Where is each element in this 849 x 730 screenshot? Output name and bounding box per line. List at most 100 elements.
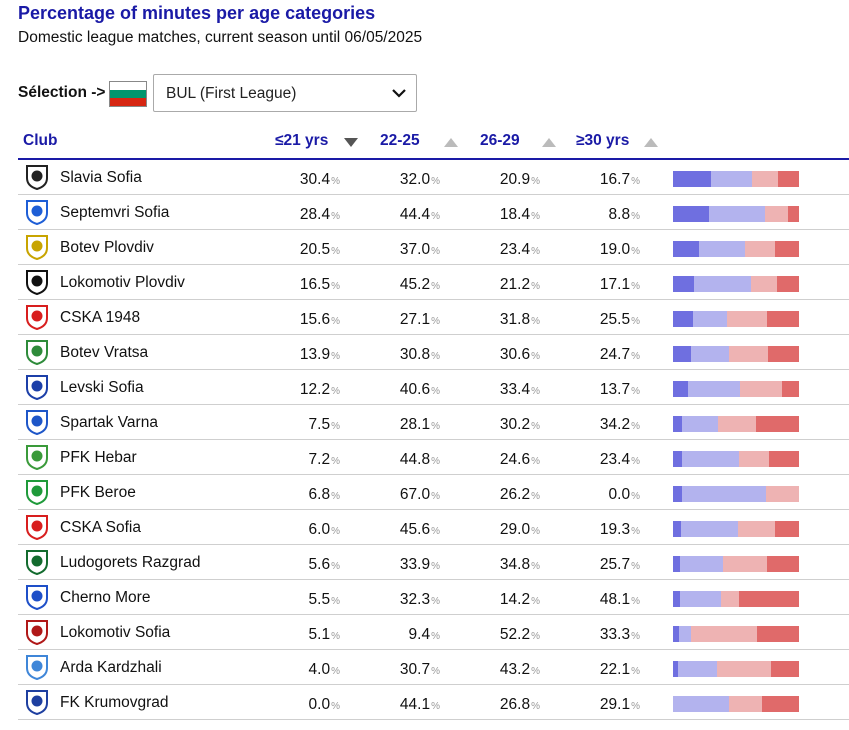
club-name-link[interactable]: Botev Vratsa [60, 344, 149, 361]
column-header-22-25[interactable]: 22-25 [380, 132, 420, 149]
bar-segment-u21 [673, 311, 693, 327]
table-row[interactable]: Slavia Sofia 30.4% 32.0% 20.9% 16.7% [18, 160, 849, 195]
club-name-link[interactable]: FK Krumovgrad [60, 694, 169, 711]
value-text: 0.0 [308, 696, 331, 713]
value-cell-o30: 8.8% [568, 206, 640, 224]
table-row[interactable]: Spartak Varna 7.5% 28.1% 30.2% 34.2% [18, 405, 849, 440]
value-cell-o30: 17.1% [568, 276, 640, 294]
sort-ascending-icon[interactable] [444, 138, 458, 147]
value-text: 24.6 [499, 451, 531, 468]
age-distribution-bar [673, 521, 799, 537]
column-header-u21[interactable]: ≤21 yrs [275, 132, 329, 149]
value-text: 25.5 [599, 311, 631, 328]
percent-sign: % [431, 526, 440, 537]
club-name-link[interactable]: Lokomotiv Plovdiv [60, 274, 185, 291]
percent-sign: % [431, 386, 440, 397]
percent-sign: % [531, 281, 540, 292]
percent-sign: % [331, 246, 340, 257]
bar-segment-26-29 [765, 486, 799, 502]
value-text: 4.0 [308, 661, 331, 678]
club-name-link[interactable]: Lokomotiv Sofia [60, 624, 171, 641]
value-cell-a22_25: 27.1% [368, 311, 440, 329]
value-cell-a22_25: 28.1% [368, 416, 440, 434]
percent-sign: % [331, 456, 340, 467]
percent-sign: % [631, 666, 640, 677]
club-name-link[interactable]: CSKA Sofia [60, 519, 141, 536]
septemvri-crest-icon [26, 200, 48, 225]
value-text: 30.4 [299, 171, 331, 188]
table-row[interactable]: Botev Vratsa 13.9% 30.8% 30.6% 24.7% [18, 335, 849, 370]
value-cell-o30: 19.3% [568, 521, 640, 539]
value-text: 9.4 [408, 626, 431, 643]
table-row[interactable]: Levski Sofia 12.2% 40.6% 33.4% 13.7% [18, 370, 849, 405]
value-cell-a26_29: 33.4% [468, 381, 540, 399]
value-text: 14.2 [499, 591, 531, 608]
bar-segment-22-25 [681, 486, 766, 502]
table-row[interactable]: PFK Beroe 6.8% 67.0% 26.2% 0.0% [18, 475, 849, 510]
club-name-link[interactable]: Ludogorets Razgrad [60, 554, 201, 571]
value-text: 44.4 [399, 206, 431, 223]
club-name-link[interactable]: Spartak Varna [60, 414, 158, 431]
bar-segment-26-29 [751, 171, 778, 187]
club-name-link[interactable]: Cherno More [60, 589, 151, 606]
slavia-crest-icon [26, 165, 48, 190]
percent-sign: % [431, 491, 440, 502]
club-name-link[interactable]: Septemvri Sofia [60, 204, 170, 221]
percent-sign: % [631, 456, 640, 467]
value-cell-u21: 15.6% [268, 311, 340, 329]
table-row[interactable]: Lokomotiv Plovdiv 16.5% 45.2% 21.2% 17.1% [18, 265, 849, 300]
club-name-link[interactable]: Levski Sofia [60, 379, 144, 396]
table-row[interactable]: FK Krumovgrad 0.0% 44.1% 26.8% 29.1% [18, 685, 849, 720]
value-text: 19.3 [599, 521, 631, 538]
club-name-link[interactable]: CSKA 1948 [60, 309, 141, 326]
age-distribution-bar [673, 556, 799, 572]
value-cell-u21: 6.0% [268, 521, 340, 539]
value-text: 37.0 [399, 241, 431, 258]
table-row[interactable]: Ludogorets Razgrad 5.6% 33.9% 34.8% 25.7% [18, 545, 849, 580]
bar-segment-u21 [673, 276, 694, 292]
ludogorets-crest-icon [26, 550, 48, 575]
table-row[interactable]: Arda Kardzhali 4.0% 30.7% 43.2% 22.1% [18, 650, 849, 685]
sort-descending-icon[interactable] [344, 138, 358, 147]
value-cell-a26_29: 34.8% [468, 556, 540, 574]
value-cell-o30: 22.1% [568, 661, 640, 679]
bar-segment-u21 [673, 171, 712, 187]
value-cell-u21: 4.0% [268, 661, 340, 679]
value-cell-o30: 0.0% [568, 486, 640, 504]
value-cell-u21: 5.6% [268, 556, 340, 574]
column-header-club[interactable]: Club [23, 132, 58, 149]
bar-segment-22-25 [688, 381, 740, 397]
table-row[interactable]: Botev Plovdiv 20.5% 37.0% 23.4% 19.0% [18, 230, 849, 265]
club-name-link[interactable]: PFK Hebar [60, 449, 137, 466]
bar-segment-u21 [673, 521, 681, 537]
table-row[interactable]: Lokomotiv Sofia 5.1% 9.4% 52.2% 33.3% [18, 615, 849, 650]
value-cell-a26_29: 20.9% [468, 171, 540, 189]
column-header-26-29[interactable]: 26-29 [480, 132, 520, 149]
value-cell-u21: 6.8% [268, 486, 340, 504]
table-row[interactable]: CSKA 1948 15.6% 27.1% 31.8% 25.5% [18, 300, 849, 335]
bar-segment-30-plus [738, 591, 800, 607]
table-row[interactable]: PFK Hebar 7.2% 44.8% 24.6% 23.4% [18, 440, 849, 475]
club-name-link[interactable]: Arda Kardzhali [60, 659, 162, 676]
age-distribution-bar [673, 591, 800, 607]
percent-sign: % [631, 316, 640, 327]
value-text: 28.1 [399, 416, 431, 433]
age-distribution-bar [673, 696, 799, 712]
age-distribution-bar [673, 206, 799, 222]
sort-ascending-icon[interactable] [542, 138, 556, 147]
table-row[interactable]: Septemvri Sofia 28.4% 44.4% 18.4% 8.8% [18, 195, 849, 230]
club-name-link[interactable]: Botev Plovdiv [60, 239, 154, 256]
age-distribution-bar [673, 626, 799, 642]
league-select[interactable]: BUL (First League) [153, 74, 417, 112]
bar-segment-22-25 [679, 626, 692, 642]
value-text: 0.0 [608, 486, 631, 503]
club-name-link[interactable]: Slavia Sofia [60, 169, 142, 186]
table-row[interactable]: Cherno More 5.5% 32.3% 14.2% 48.1% [18, 580, 849, 615]
column-header-30-plus[interactable]: ≥30 yrs [576, 132, 630, 149]
percent-sign: % [431, 596, 440, 607]
sort-ascending-icon[interactable] [644, 138, 658, 147]
bar-segment-26-29 [691, 626, 758, 642]
table-row[interactable]: CSKA Sofia 6.0% 45.6% 29.0% 19.3% [18, 510, 849, 545]
percent-sign: % [631, 526, 640, 537]
club-name-link[interactable]: PFK Beroe [60, 484, 136, 501]
